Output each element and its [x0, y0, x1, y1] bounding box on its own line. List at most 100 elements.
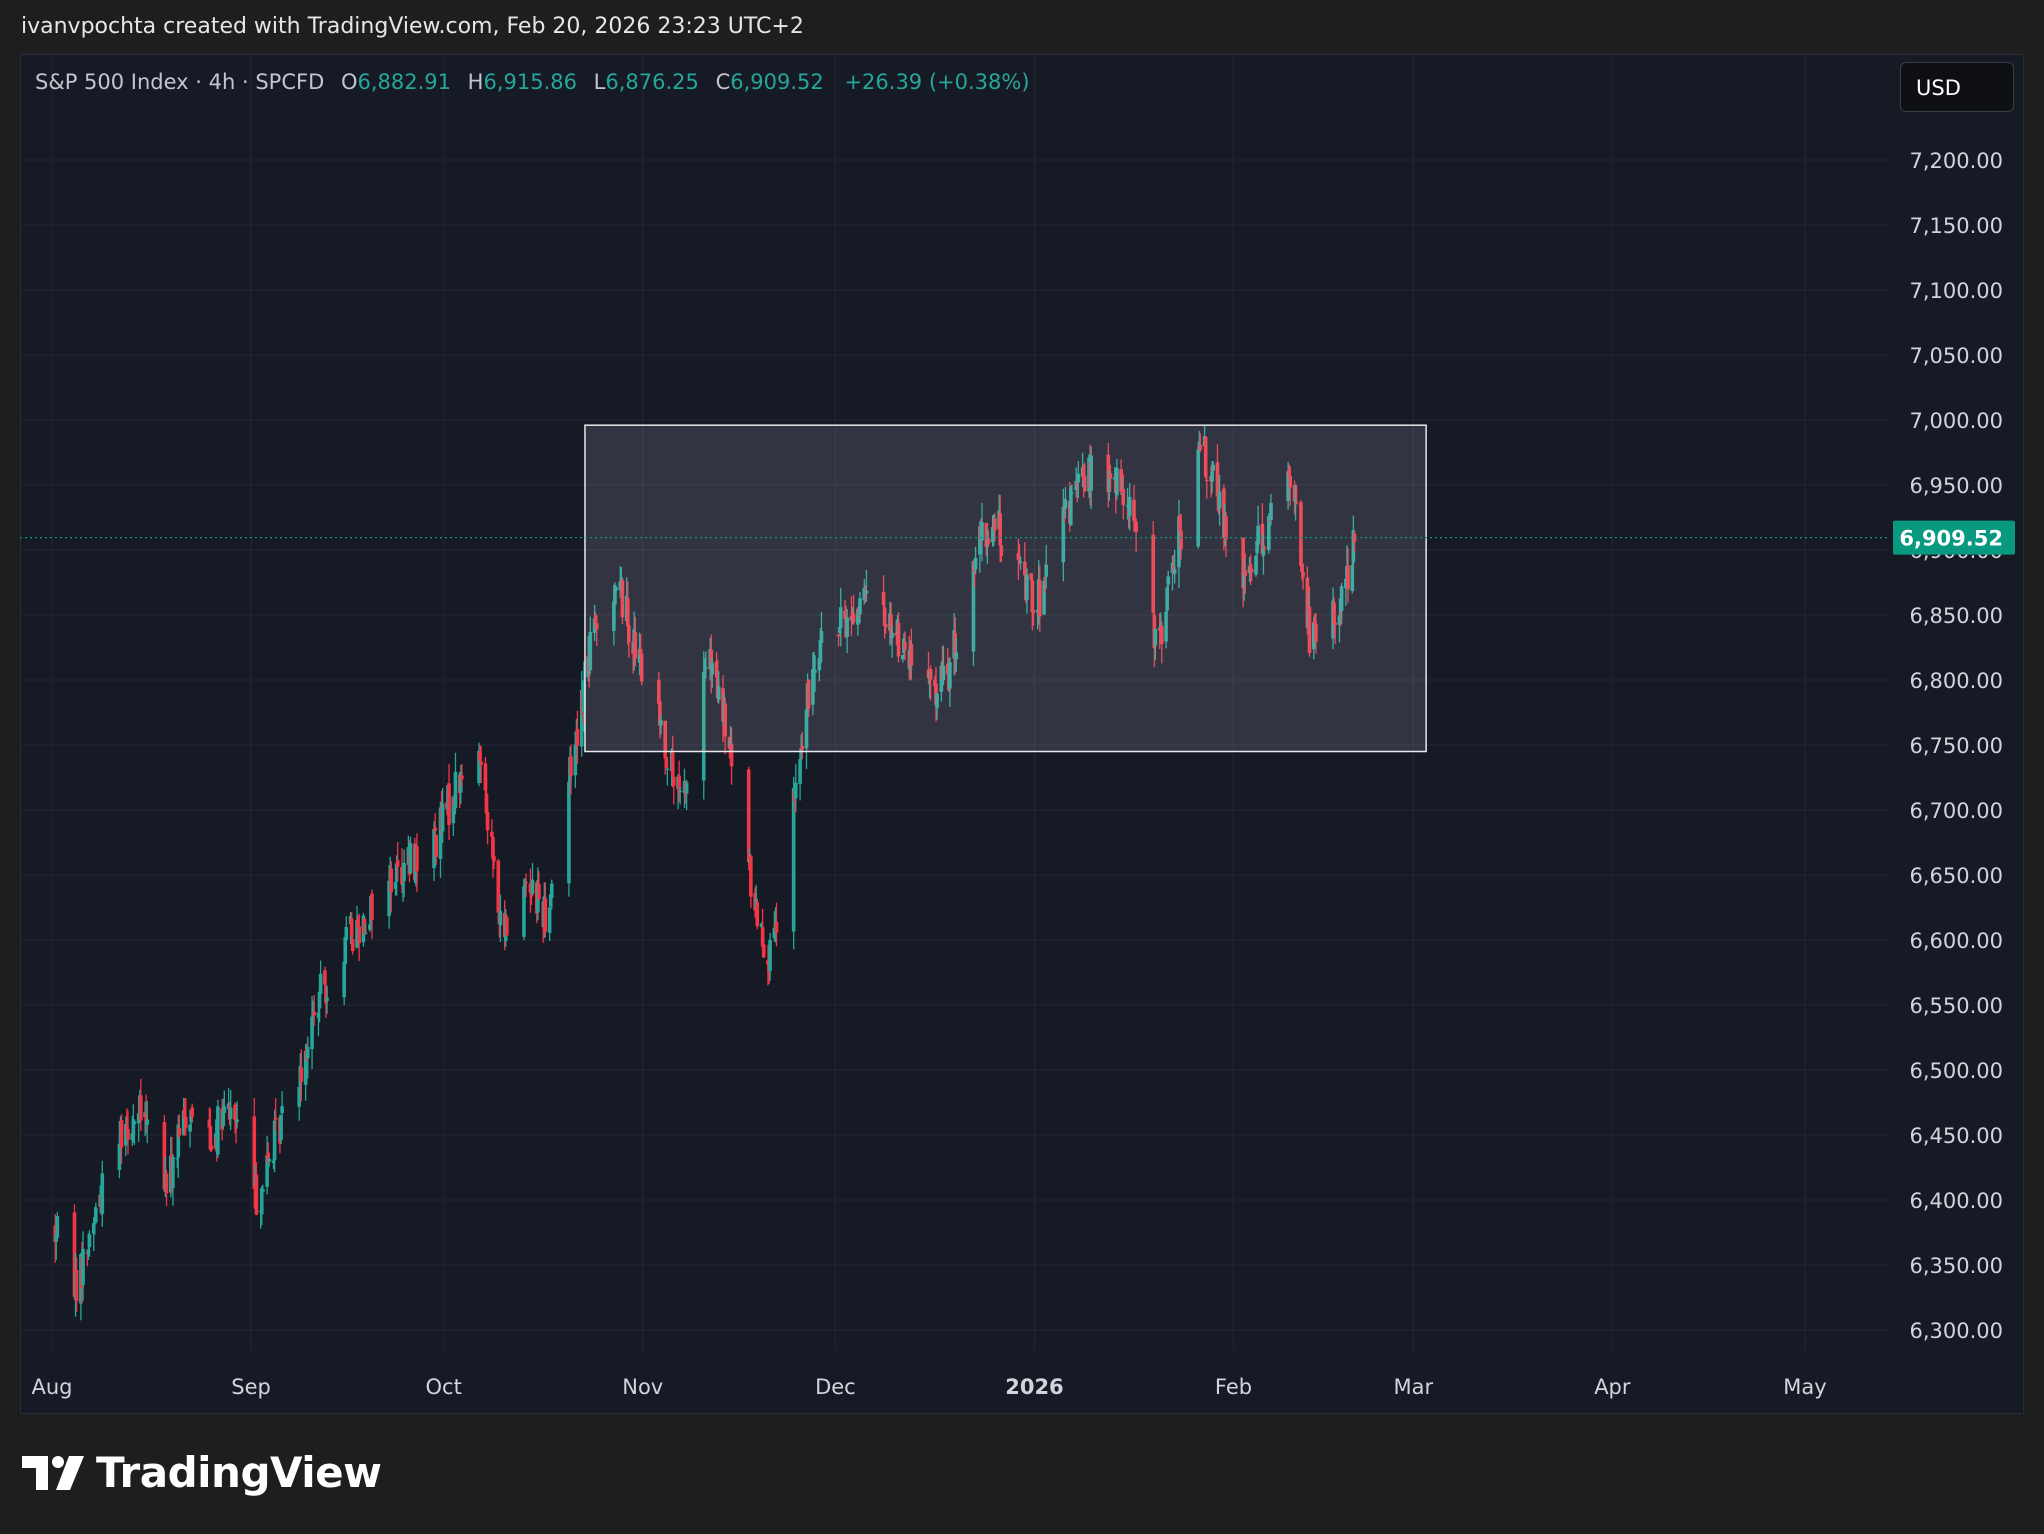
candle-body — [1301, 571, 1305, 578]
time-tick-label: May — [1783, 1375, 1826, 1399]
candle-body — [1030, 580, 1035, 613]
time-tick-label: Aug — [31, 1375, 72, 1399]
candle-body — [945, 663, 950, 675]
candle-body — [1243, 570, 1248, 576]
candle-body — [297, 1087, 302, 1107]
candle-body — [588, 631, 593, 671]
candle-body — [389, 868, 394, 893]
candle-body — [1151, 534, 1156, 613]
candle-body — [812, 669, 816, 672]
price-tick-label: 6,850.00 — [1909, 604, 2003, 628]
candle-body — [1203, 436, 1208, 477]
candle-body — [928, 669, 933, 680]
candle-body — [119, 1120, 124, 1148]
time-tick-label: Nov — [622, 1375, 663, 1399]
candle-body — [723, 703, 727, 737]
candle-body — [1262, 547, 1267, 549]
candle-body — [933, 679, 937, 687]
change-value: +26.39 (+0.38%) — [844, 70, 1030, 94]
candle-body — [324, 988, 328, 1004]
candle-body — [125, 1125, 129, 1130]
candle-body — [549, 883, 554, 899]
currency-button[interactable]: USD — [1900, 62, 2014, 112]
price-axis: 6,300.00 6,350.00 6,400.00 6,450.00 6,500.00… — [1909, 149, 2003, 1343]
candle-body — [318, 973, 323, 995]
candle-body — [1224, 516, 1228, 540]
candle-body — [490, 831, 494, 837]
candle-body — [94, 1207, 98, 1223]
candle-body — [819, 631, 824, 644]
candle-body — [791, 787, 796, 932]
candle-body — [537, 883, 541, 900]
candle-body — [323, 970, 327, 985]
candle-body — [701, 672, 706, 781]
candle-body — [836, 634, 841, 637]
candle-body — [811, 669, 815, 705]
candle-body — [768, 939, 772, 971]
candle-body — [582, 680, 586, 713]
candle-body — [1293, 499, 1298, 503]
candle-body — [400, 866, 404, 885]
candle-body — [625, 597, 630, 627]
candle-body — [993, 518, 997, 531]
high-label: H — [467, 70, 484, 94]
candle-body — [729, 743, 734, 767]
candle-body — [522, 886, 526, 937]
candle-body — [74, 1270, 79, 1302]
candle-body — [1249, 568, 1254, 573]
candle-body — [843, 610, 847, 619]
candle-body — [678, 790, 683, 792]
range-box-layer — [584, 424, 1427, 753]
candle-body — [310, 1016, 314, 1050]
candle-body — [633, 632, 638, 659]
price-tick-label: 6,800.00 — [1909, 669, 2003, 693]
last-price-label: 6,909.52 — [1899, 527, 2003, 551]
candle-body — [1242, 571, 1247, 587]
candle-body — [1346, 565, 1350, 590]
close-value: 6,909.52 — [730, 70, 824, 94]
candle-body — [188, 1124, 192, 1132]
candle-body — [86, 1250, 91, 1254]
candle-body — [491, 838, 495, 859]
price-tick-label: 6,350.00 — [1909, 1254, 2003, 1278]
last-price-tag — [1893, 520, 2015, 555]
candle-body — [547, 907, 552, 933]
candle-body — [1063, 499, 1068, 509]
candle-body — [387, 880, 391, 917]
candle-body — [235, 1119, 239, 1122]
candle-body — [524, 881, 528, 884]
candle-body — [1076, 473, 1081, 483]
candle-body — [593, 615, 598, 625]
candle-body — [677, 775, 681, 793]
candle-body — [1313, 619, 1317, 625]
candle-body — [394, 863, 399, 882]
candle-body — [1288, 475, 1293, 488]
candle-body — [1294, 502, 1299, 504]
candle-body — [259, 1188, 264, 1215]
candle-body — [272, 1120, 277, 1161]
candle-body — [478, 751, 482, 761]
candle-body — [222, 1106, 227, 1113]
time-tick-label: Dec — [815, 1375, 856, 1399]
candle-body — [862, 587, 867, 601]
candle-body — [228, 1107, 233, 1119]
candle-body — [1038, 580, 1042, 617]
candle-body — [1287, 469, 1291, 477]
candle-body — [1179, 530, 1183, 550]
candle-body — [434, 834, 439, 858]
candle-body — [1241, 537, 1245, 589]
candle-body — [618, 581, 623, 590]
candle-body — [1261, 546, 1266, 556]
candle-body — [935, 693, 939, 709]
candle-body — [909, 643, 914, 666]
candle-body — [216, 1106, 220, 1155]
candle-body — [280, 1106, 284, 1114]
candle-body — [261, 1188, 265, 1192]
candle-body — [594, 623, 599, 630]
price-tick-label: 6,450.00 — [1909, 1124, 2003, 1148]
candle-body — [523, 881, 527, 890]
candle-body — [401, 884, 405, 887]
candle-body — [171, 1156, 175, 1188]
candle-body — [1222, 488, 1226, 538]
